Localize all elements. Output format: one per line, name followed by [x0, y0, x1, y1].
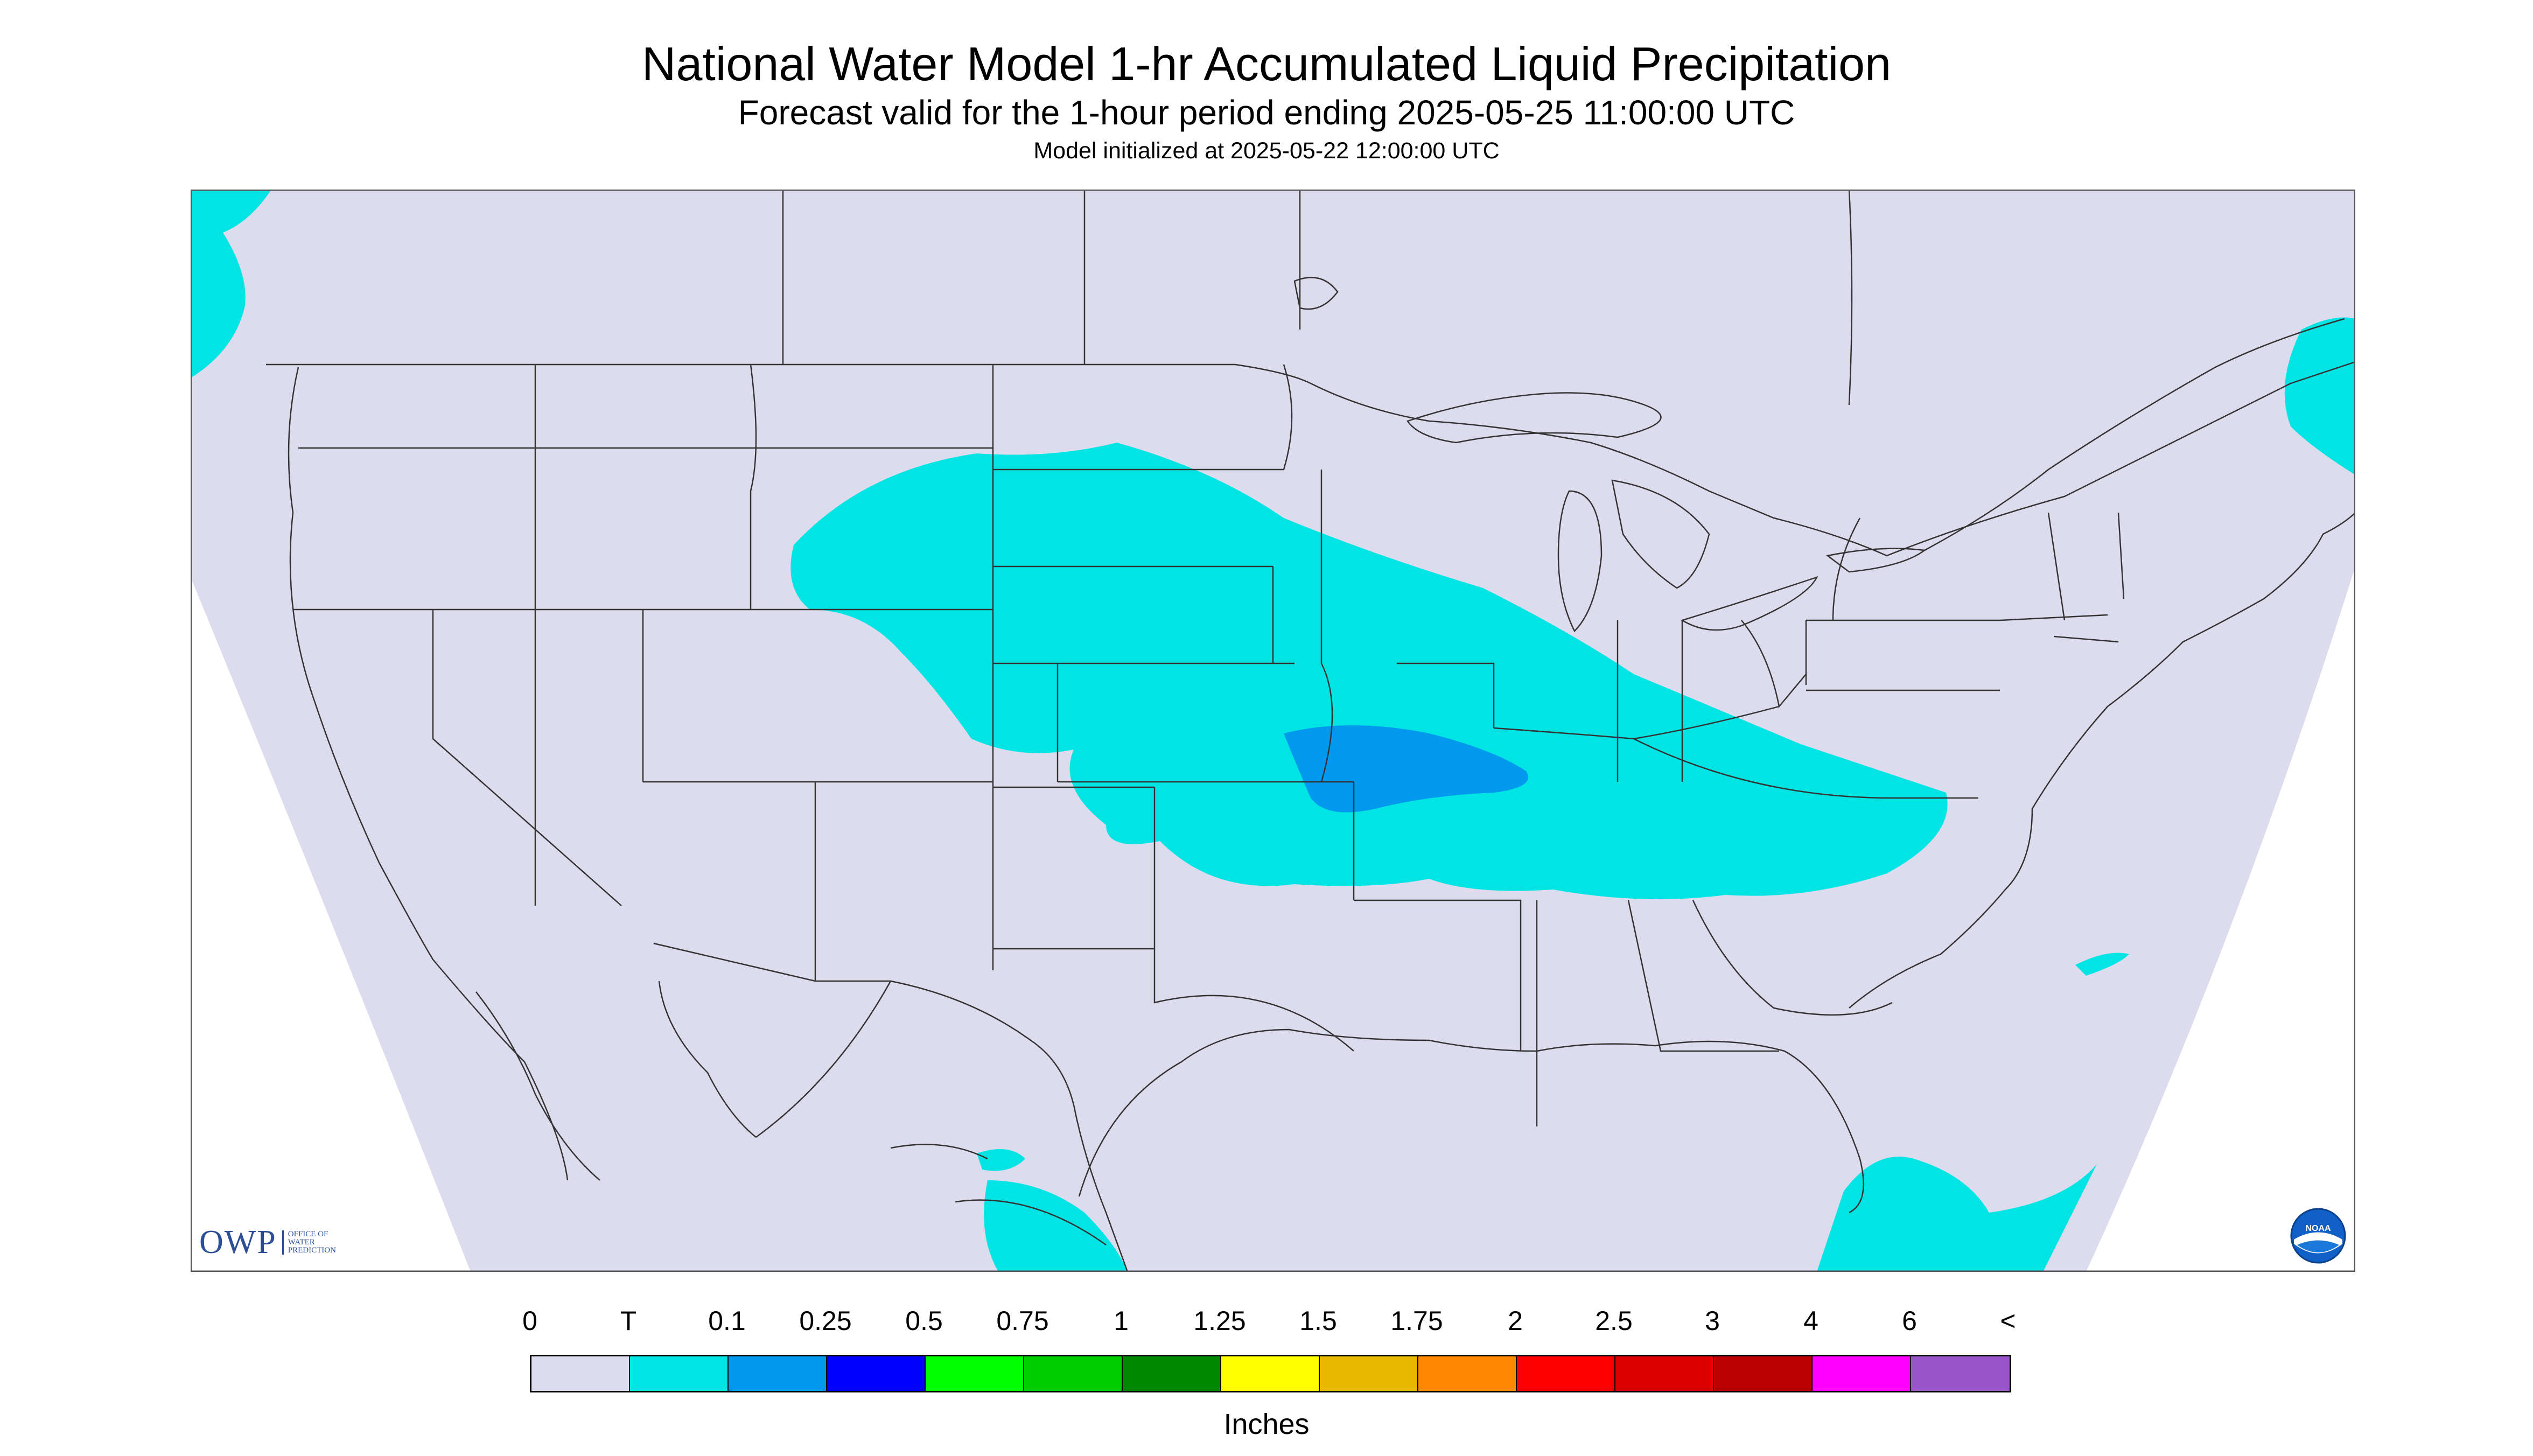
outside-domain-left — [191, 577, 471, 1272]
legend-swatch — [827, 1356, 926, 1391]
legend-label: 2 — [1508, 1306, 1523, 1336]
pacific-northwest-rain — [191, 190, 271, 378]
legend-swatch — [1418, 1356, 1517, 1391]
lake-huron — [1611, 479, 1710, 589]
legend-swatch — [1714, 1356, 1813, 1391]
legend-swatch — [1911, 1356, 2010, 1391]
lake-superior — [1407, 392, 1662, 444]
st-lawrence — [1924, 318, 2345, 551]
owp-logo-text: Office of Water Prediction — [282, 1230, 336, 1255]
lake-winnipeg — [1293, 277, 1339, 310]
noaa-logo-text: NOAA — [2305, 1224, 2331, 1233]
legend-swatch — [630, 1356, 729, 1391]
gulf-atlantic-rain — [1817, 1157, 2097, 1272]
map-frame — [191, 190, 2355, 1272]
legend-label: 1 — [1114, 1306, 1129, 1336]
outside-domain-right — [2086, 566, 2355, 1272]
legend-label: < — [2000, 1306, 2016, 1336]
legend-label: 6 — [1902, 1306, 1917, 1336]
legend-swatch — [1221, 1356, 1320, 1391]
owp-logo: OWP Office of Water Prediction — [199, 1223, 336, 1262]
northeast-rain — [2284, 317, 2355, 475]
noaa-logo: NOAA — [2290, 1208, 2346, 1264]
mexico-rain-1 — [977, 1149, 1025, 1171]
legend-label: 0 — [522, 1306, 537, 1336]
map-title: National Water Model 1-hr Accumulated Li… — [641, 37, 1892, 90]
central-plains-rain-band — [790, 443, 1948, 899]
legend-swatch — [1024, 1356, 1123, 1391]
legend-units-label: Inches — [1223, 1408, 1310, 1440]
legend-swatch — [1615, 1356, 1714, 1391]
legend-label: 4 — [1803, 1306, 1818, 1336]
legend-label: 3 — [1705, 1306, 1720, 1336]
owp-logo-mark: OWP — [199, 1224, 277, 1261]
legend-label: 2.5 — [1595, 1306, 1633, 1336]
legend-label: 1.25 — [1193, 1306, 1246, 1336]
forecast-valid-subtitle: Forecast valid for the 1-hour period end… — [738, 93, 1795, 132]
legend-swatch — [1517, 1356, 1615, 1391]
boundaries — [266, 190, 2355, 1272]
mexico-rain-2 — [984, 1180, 1128, 1272]
canada-us-border — [266, 361, 2355, 557]
east-coastline — [1849, 512, 2355, 1009]
legend-label: 0.1 — [708, 1306, 746, 1336]
lake-michigan — [1557, 490, 1603, 633]
legend-swatch — [1320, 1356, 1418, 1391]
legend-label: 1.5 — [1299, 1306, 1337, 1336]
model-init-line: Model initialized at 2025-05-22 12:00:00… — [1033, 138, 1500, 164]
legend-label: 0.75 — [996, 1306, 1049, 1336]
legend-swatch — [729, 1356, 827, 1391]
legend-swatch — [1813, 1356, 1911, 1391]
legend-swatch — [1123, 1356, 1221, 1391]
legend-swatch — [926, 1356, 1024, 1391]
baja-coastline — [475, 981, 757, 1181]
legend-label: T — [620, 1306, 637, 1336]
legend-swatch — [531, 1356, 630, 1391]
precip-0.1-area — [1284, 725, 1528, 813]
atlantic-rain-streak — [2075, 953, 2129, 976]
gulf-coastline — [1078, 1028, 1864, 1214]
legend-color-bar — [530, 1355, 2011, 1392]
west-coastline — [288, 367, 569, 1181]
precip-trace-areas — [191, 190, 2355, 1272]
legend-label: 1.75 — [1390, 1306, 1443, 1336]
legend-label: 0.5 — [905, 1306, 943, 1336]
mexico-central-outline — [755, 980, 1129, 1272]
precipitation-map — [191, 190, 2355, 1272]
lake-erie — [1680, 576, 1818, 631]
legend-label: 0.25 — [799, 1306, 852, 1336]
